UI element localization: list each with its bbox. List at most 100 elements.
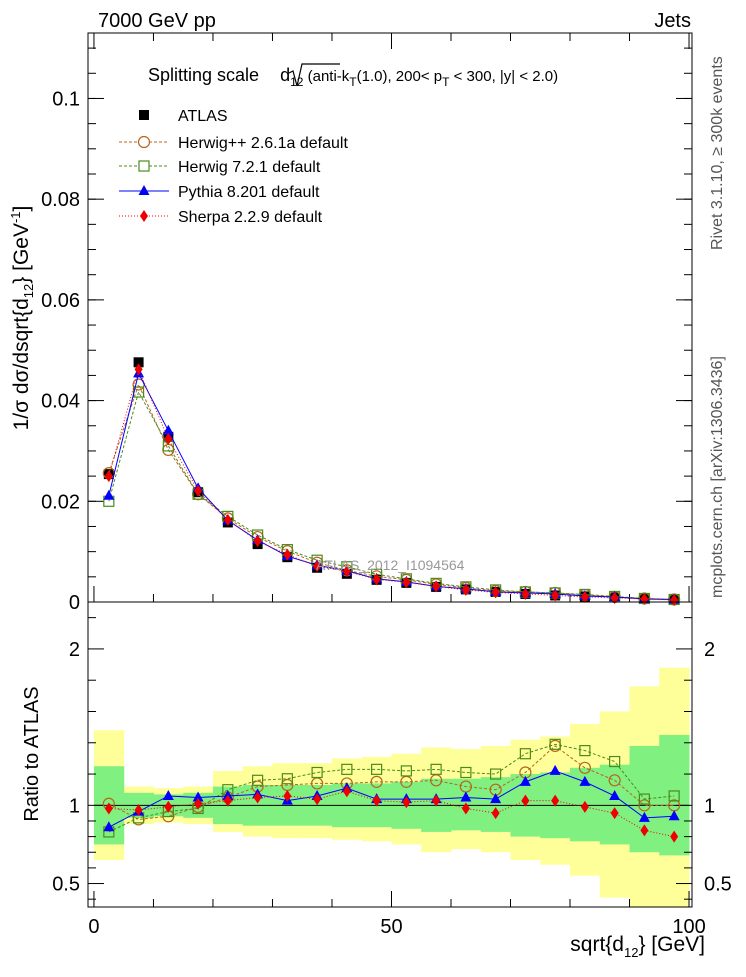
ratio-data-point (251, 774, 264, 786)
main-y-tick-label: 0.04 (41, 391, 80, 413)
ratio-y-tick-label: 2 (69, 639, 80, 661)
ratio-data-point (370, 775, 383, 788)
main-plot-panel: 0 0.02 0.04 0.06 0.08 0.1 (41, 32, 693, 614)
ratio-data-point (638, 793, 650, 805)
x-axis-label: sqrt{d12} [GeV] (570, 933, 705, 960)
main-y-tick-label: 0.08 (41, 189, 80, 211)
legend-item-sherpa: Sherpa 2.2.9 default (119, 209, 323, 226)
ratio-data-point (162, 789, 174, 800)
main-series-4 (104, 363, 679, 606)
ratio-series-line (108, 770, 675, 828)
header-process-label: Jets (654, 10, 691, 32)
main-series-line (108, 367, 675, 601)
ratio-series-1 (103, 738, 680, 838)
ratio-data-point (490, 768, 502, 780)
main-data-point (283, 548, 292, 561)
source-credit-label: mcplots.cern.ch [arXiv:1306.3436] (709, 356, 726, 598)
ratio-data-point (638, 811, 650, 822)
ratio-data-point (578, 761, 591, 774)
ratio-uncertainty-bands (93, 667, 690, 907)
ratio-data-point (192, 791, 204, 802)
ratio-data-point (311, 766, 323, 779)
ratio-data-point (342, 785, 351, 798)
legend-item-herwig7: Herwig 7.2.1 default (119, 159, 321, 176)
ratio-data-point (668, 810, 680, 821)
ratio-band-inner (599, 764, 631, 845)
legend-item-herwigpp: Herwig++ 2.6.1a default (119, 135, 348, 152)
legend-marker-herwigpp (137, 135, 151, 149)
legend-marker-atlas (139, 110, 149, 120)
ratio-data-point (549, 738, 561, 750)
main-data-point (551, 589, 560, 602)
ratio-data-point (609, 755, 621, 768)
ratio-y-tick-label: 1 (69, 795, 80, 817)
ratio-data-point (400, 765, 412, 777)
x-tick-label: 100 (672, 916, 705, 938)
main-data-point (134, 363, 143, 376)
ratio-data-point (670, 830, 679, 843)
ratio-data-point (281, 773, 293, 785)
ratio-data-point (638, 799, 651, 812)
main-data-point (610, 591, 619, 604)
main-y-tick-label: 0.1 (52, 88, 80, 110)
chart-title: Splitting scale d12 (anti-kT(1.0), 200< … (148, 65, 558, 89)
ratio-y-tick-label-right: 1 (704, 795, 715, 817)
main-data-point (580, 590, 589, 603)
main-axis-ticks: 0 0.02 0.04 0.06 0.08 0.1 (41, 33, 692, 614)
main-data-point (223, 513, 232, 526)
ratio-data-point (668, 790, 680, 802)
legend-label-pythia: Pythia 8.201 default (178, 184, 320, 201)
legend-label-herwig7: Herwig 7.2.1 default (178, 159, 321, 176)
ratio-data-point (371, 763, 383, 775)
main-data-point (372, 573, 381, 586)
ratio-plot-frame (87, 601, 693, 908)
legend-marker-sherpa (140, 210, 148, 222)
ratio-data-point (223, 794, 232, 807)
ratio-data-point (549, 764, 561, 775)
ratio-data-point (134, 804, 143, 817)
main-data-point (313, 560, 322, 573)
ratio-data-point (519, 748, 531, 760)
ratio-y-tick-label-right: 2 (704, 639, 715, 661)
ratio-axis-ticks: 0.5 0.5 1 1 2 2 0 50 100 (52, 617, 732, 938)
ratio-plot-panel: 0.5 0.5 1 1 2 2 0 50 100 (52, 601, 732, 938)
ratio-data-point (432, 794, 441, 807)
main-data-series (102, 357, 681, 606)
legend-item-pythia: Pythia 8.201 default (119, 184, 320, 201)
main-data-point (521, 587, 530, 600)
ratio-data-point (640, 824, 649, 837)
legend-label-herwigpp: Herwig++ 2.6.1a default (178, 135, 348, 152)
ratio-data-point (580, 800, 589, 813)
ratio-series-3 (104, 785, 679, 843)
ratio-data-point (519, 775, 531, 786)
main-data-point (104, 470, 113, 483)
ratio-data-point (341, 763, 353, 775)
main-y-axis-label: 1/σ dσ/dsqrt{d12} [GeV-1] (8, 206, 36, 431)
ratio-data-point (460, 766, 472, 779)
main-data-point (103, 489, 115, 500)
analysis-watermark: ATLAS_2012_I1094564 (316, 557, 465, 573)
legend-marker-herwig7 (138, 160, 150, 172)
ratio-data-point (521, 794, 530, 807)
legend-marker-pythia (138, 185, 150, 195)
ratio-data-point (103, 821, 115, 832)
main-data-point (461, 583, 470, 596)
ratio-y-tick-label: 0.5 (52, 874, 80, 896)
main-data-point (162, 424, 174, 435)
ratio-data-point (460, 791, 472, 802)
ratio-data-point (430, 763, 442, 775)
main-data-point (164, 432, 173, 445)
ratio-data-point (402, 796, 411, 809)
ratio-data-point (253, 791, 262, 804)
main-y-tick-label: 0.06 (41, 290, 80, 312)
ratio-y-tick-label-right: 0.5 (704, 874, 732, 896)
sqrt-symbol-icon (288, 63, 340, 87)
main-data-point (670, 593, 679, 606)
ratio-y-axis-label: Ratio to ATLAS (21, 686, 43, 821)
main-y-tick-label: 0 (69, 592, 80, 614)
ratio-data-point (164, 800, 173, 813)
main-data-point (253, 535, 262, 548)
ratio-data-point (194, 797, 203, 810)
legend: ATLAS Herwig++ 2.6.1a default Herwig 7.2… (119, 108, 348, 226)
